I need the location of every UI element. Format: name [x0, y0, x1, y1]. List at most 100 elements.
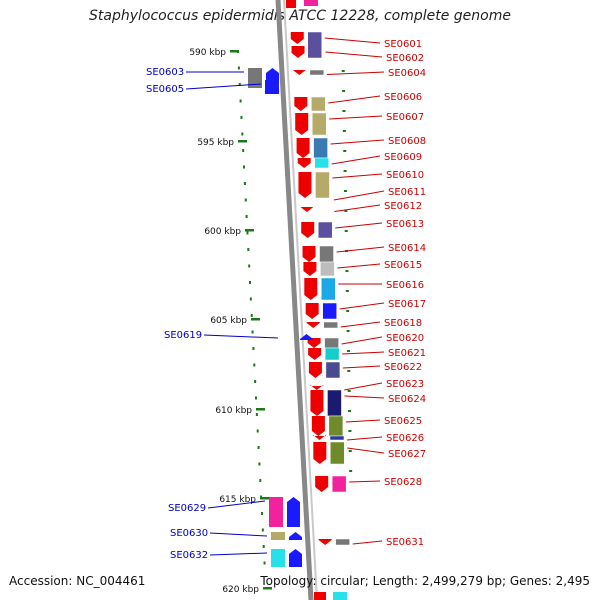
- reverse-gene-label: SE0630: [170, 528, 208, 539]
- forward-gene-arrow: [305, 303, 319, 319]
- minor-tick: [261, 528, 264, 532]
- minor-tick: [260, 512, 263, 515]
- minor-tick-right: [342, 90, 346, 92]
- reverse-gene-label: SE0629: [168, 503, 206, 514]
- forward-gene-label: SE0628: [384, 477, 422, 488]
- reverse-gene-arrow: [266, 80, 279, 94]
- forward-gene-label: SE0623: [386, 379, 424, 390]
- feature-box: [324, 337, 339, 349]
- reverse-gene-arrow: [289, 532, 302, 540]
- forward-gene-label: SE0615: [384, 260, 422, 271]
- forward-gene-label: SE0601: [384, 39, 422, 50]
- minor-tick: [258, 462, 261, 466]
- minor-tick: [259, 479, 262, 482]
- forward-gene-leader: [346, 436, 383, 441]
- minor-tick: [250, 314, 253, 317]
- forward-gene-leader: [341, 336, 383, 345]
- forward-gene-label: SE0624: [388, 394, 426, 405]
- backbone-outer: [275, 0, 314, 600]
- forward-gene-arrow: [310, 385, 324, 390]
- minor-tick: [242, 149, 245, 152]
- feature-box: [329, 435, 345, 441]
- forward-gene-arrow: [297, 158, 311, 168]
- forward-gene-label: SE0609: [384, 152, 422, 163]
- feature-box: [323, 321, 338, 329]
- forward-gene-arrow: [292, 70, 306, 75]
- forward-gene-leader: [336, 246, 385, 253]
- forward-gene-label: SE0614: [388, 243, 426, 254]
- minor-tick: [255, 396, 258, 400]
- minor-tick: [249, 281, 252, 284]
- forward-gene-label: SE0602: [386, 53, 424, 64]
- minor-tick: [256, 429, 259, 433]
- forward-gene-arrow: [306, 322, 320, 328]
- genome-title: Staphylococcus epidermidis ATCC 12228, c…: [88, 8, 511, 24]
- minor-tick-right: [342, 130, 346, 132]
- backbone-inner: [283, 0, 318, 600]
- kbp-tick-mark: [263, 587, 272, 590]
- forward-gene-arrow: [315, 476, 329, 492]
- minor-tick: [237, 66, 240, 70]
- minor-tick: [257, 446, 260, 449]
- forward-gene-label: SE0616: [386, 280, 424, 291]
- minor-tick: [245, 215, 248, 218]
- minor-tick: [244, 198, 247, 202]
- forward-gene-leader: [344, 382, 383, 391]
- forward-gene-arrow: [311, 416, 325, 436]
- minor-tick: [243, 182, 246, 185]
- kbp-tick-label: 590 kbp: [189, 48, 226, 58]
- forward-gene-leader: [352, 540, 383, 545]
- forward-gene-leader: [342, 365, 381, 369]
- forward-gene-label: SE0625: [384, 416, 422, 427]
- topology-text: Topology: circular; Length: 2,499,279 bp…: [260, 574, 590, 588]
- minor-tick: [253, 363, 256, 367]
- minor-tick: [240, 116, 243, 119]
- feature-box: [311, 96, 326, 112]
- minor-tick-right: [345, 270, 349, 272]
- reverse-gene-label: SE0605: [146, 84, 184, 95]
- feature-box: [307, 31, 323, 59]
- forward-gene-label: SE0617: [388, 299, 426, 310]
- reverse-gene-leader: [185, 83, 262, 90]
- minor-tick-right: [348, 430, 352, 432]
- feature-box: [335, 538, 350, 546]
- forward-gene-arrow: [303, 262, 317, 276]
- feature-box: [327, 389, 342, 417]
- forward-gene-leader: [339, 302, 385, 310]
- minor-tick-right: [345, 290, 349, 292]
- feature-box: [322, 302, 337, 320]
- forward-gene-leader: [325, 51, 383, 58]
- forward-gene-label: SE0621: [388, 348, 426, 359]
- minor-tick: [243, 165, 246, 169]
- minor-tick: [241, 132, 244, 136]
- kbp-tick-label: 595 kbp: [197, 138, 234, 148]
- forward-gene-arrow: [295, 113, 309, 135]
- kbp-tick-label: 610 kbp: [215, 406, 252, 416]
- forward-gene-arrow: [294, 97, 308, 111]
- minor-tick-right: [347, 390, 351, 392]
- feature-box: [324, 347, 340, 361]
- feature-box: [328, 415, 344, 437]
- forward-gene-arrow: [298, 172, 312, 198]
- kbp-tick-mark: [256, 408, 265, 411]
- forward-gene-leader: [345, 419, 381, 423]
- accession-text: Accession: NC_004461: [9, 574, 146, 588]
- minor-tick: [238, 83, 241, 86]
- forward-gene-label: SE0611: [388, 187, 426, 198]
- forward-gene-label: SE0610: [386, 170, 424, 181]
- feature-box: [313, 137, 328, 159]
- kbp-tick-label: 620 kbp: [222, 585, 259, 595]
- kbp-tick-label: 600 kbp: [204, 227, 241, 237]
- minor-tick-right: [344, 210, 348, 212]
- reverse-gene-arrow: [287, 497, 300, 527]
- reverse-feature-box: [271, 532, 285, 540]
- reverse-gene-leader: [209, 552, 268, 556]
- forward-gene-arrow: [307, 338, 321, 348]
- forward-gene-arrow: [301, 222, 315, 238]
- forward-gene-label: SE0618: [384, 318, 422, 329]
- forward-gene-leader: [324, 37, 381, 44]
- minor-tick: [247, 248, 250, 251]
- forward-gene-arrow: [308, 348, 322, 360]
- forward-gene-arrow: [318, 539, 332, 545]
